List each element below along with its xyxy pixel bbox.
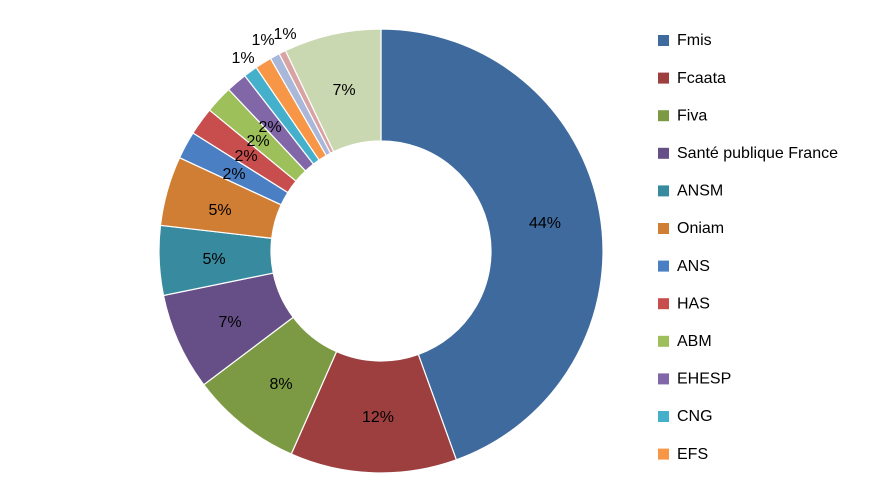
legend-swatch [658,448,669,460]
legend-swatch [658,335,669,347]
legend-item: EHESP [658,371,731,388]
donut-slices [158,28,604,474]
slice-label: 44% [529,215,561,232]
legend-swatch [658,223,669,234]
legend-item: Oniam [658,220,724,237]
legend-item: Fmis [658,32,712,49]
legend-item: Fcaata [658,70,726,87]
slice-label: 1% [251,32,274,49]
slice-fmis [380,28,604,461]
slice-label: 1% [273,26,296,43]
legend-swatch [658,298,669,310]
percentage-labels: 44%12%8%7%5%5%2%2%2%2%1%1%1%7% [202,26,561,426]
legend-swatch [658,185,669,197]
legend-label: Oniam [677,220,724,237]
legend-label: ANSM [677,183,723,200]
legend-label: EFS [677,446,708,463]
legend: Fmis Fcaata Fiva Santé publique France ANSM O… [658,32,838,463]
legend-swatch [658,260,669,272]
legend-label: Santé publique France [677,145,838,162]
slice-label: 5% [202,251,225,268]
legend-swatch [658,110,669,122]
slice-label: 7% [218,314,241,331]
legend-label: Fiva [677,107,707,124]
slice-unlabeled-14 [284,28,382,153]
legend-item: CNG [658,408,713,425]
slice-label: 2% [246,133,269,150]
legend-swatch [658,72,669,84]
slice-label: 2% [258,119,281,136]
slice-label: 2% [222,166,245,183]
legend-swatch [658,147,669,159]
legend-item: ABM [658,333,712,350]
legend-label: Fcaata [677,70,726,87]
slice-label: 8% [269,376,292,393]
legend-label: ANS [677,258,710,275]
legend-label: HAS [677,295,710,312]
legend-item: ANS [658,258,710,275]
slice-label: 5% [208,202,231,219]
legend-label: Fmis [677,32,712,49]
legend-label: CNG [677,408,713,425]
slice-label: 12% [362,409,394,426]
legend-item: EFS [658,446,708,463]
slice-label: 1% [231,50,254,67]
legend-label: ABM [677,333,712,350]
slice-label: 7% [332,82,355,99]
legend-item: ANSM [658,183,723,200]
legend-item: Fiva [658,107,707,124]
legend-item: Santé publique France [658,145,838,162]
legend-swatch [658,373,669,385]
legend-swatch [658,411,669,422]
legend-swatch [658,35,669,46]
legend-item: HAS [658,295,710,312]
slice-label: 2% [234,148,257,165]
legend-label: EHESP [677,371,731,388]
